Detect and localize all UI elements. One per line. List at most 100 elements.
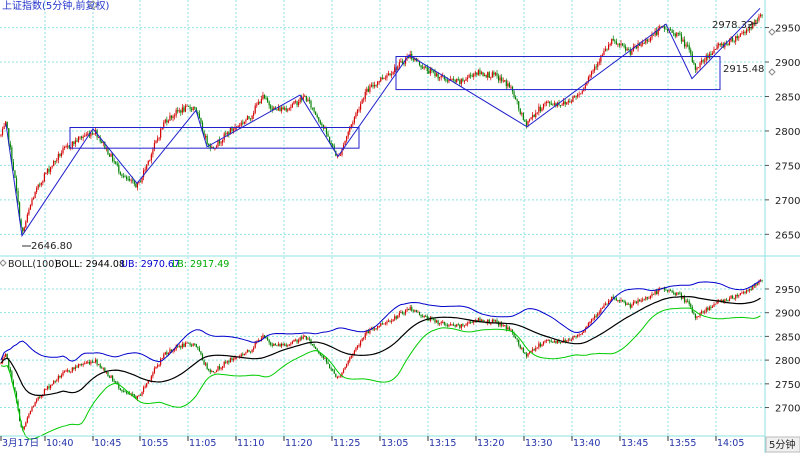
indicator-candle <box>745 288 748 295</box>
price-candle <box>279 106 281 112</box>
indicator-candle <box>290 341 292 347</box>
candle-body <box>129 179 131 181</box>
candle-body <box>29 204 32 210</box>
indicator-candle <box>524 351 526 354</box>
candle-body <box>310 339 312 345</box>
indicator-candle <box>119 387 121 391</box>
indicator-candle <box>547 338 549 342</box>
indicator-candle <box>156 363 159 369</box>
candle-body <box>561 104 563 106</box>
indicator-candle <box>299 336 301 342</box>
indicator-candle <box>725 297 727 302</box>
candle-body <box>558 102 560 106</box>
period-tab[interactable] <box>765 436 800 453</box>
candle-body <box>102 367 104 369</box>
price-candle <box>747 28 749 32</box>
candle-body <box>367 331 369 334</box>
indicator-candle <box>287 344 289 348</box>
price-candle <box>59 153 61 158</box>
candle-body <box>480 319 483 322</box>
indicator-candle <box>158 364 160 368</box>
candle-body <box>341 372 343 377</box>
candle-body <box>558 340 560 343</box>
candle-body <box>124 176 126 178</box>
indicator-candle <box>68 369 70 373</box>
candle-body <box>738 295 740 297</box>
indicator-candle <box>187 342 190 344</box>
indicator-candle <box>229 357 231 363</box>
candle-body <box>172 116 174 118</box>
candle-body <box>268 101 270 106</box>
price-candle <box>62 145 64 155</box>
price-candle <box>493 70 495 78</box>
indicator-candle <box>327 360 329 365</box>
candle-body <box>222 139 224 143</box>
candle-body <box>499 77 501 81</box>
x-tick-label: 3月17日 <box>2 438 39 449</box>
candle-body <box>51 384 53 386</box>
price-candle <box>257 99 259 105</box>
candle-body <box>395 316 397 319</box>
candle-body <box>401 61 404 64</box>
candle-body <box>253 347 255 350</box>
price-candle <box>12 158 14 171</box>
candle-body <box>705 308 707 312</box>
price-candle <box>299 97 301 104</box>
price-candle <box>138 181 140 185</box>
candle-body <box>555 341 557 344</box>
candle-body <box>470 75 472 76</box>
price-candle <box>536 112 538 115</box>
settings-icon[interactable] <box>88 0 98 10</box>
indicator-candle <box>341 372 343 378</box>
indicator-candle <box>242 352 244 357</box>
candle-body <box>732 295 734 299</box>
price-candle <box>569 98 571 103</box>
candle-body <box>604 303 607 306</box>
indicator-candle <box>344 366 346 370</box>
candle-body <box>606 48 608 50</box>
indicator-candle <box>727 299 729 302</box>
candle-body <box>77 364 80 368</box>
candle-body <box>53 161 55 167</box>
indicator-candle <box>271 342 273 348</box>
candle-body <box>474 72 476 74</box>
indicator-candle <box>590 318 593 324</box>
candle-body <box>595 66 597 68</box>
candle-body <box>736 294 738 297</box>
candle-body <box>620 299 622 301</box>
candle-body <box>417 311 419 313</box>
candle-body <box>290 343 292 345</box>
candle-body <box>536 112 538 114</box>
indicator-candle <box>308 336 311 342</box>
candle-body <box>310 100 312 108</box>
price-candle <box>34 191 36 199</box>
price-candle <box>268 100 270 109</box>
candle-body <box>530 350 532 353</box>
candle-body <box>753 22 755 24</box>
candle-body <box>594 66 596 71</box>
indicator-candle <box>618 299 621 303</box>
price-candle <box>462 77 464 83</box>
indicator-candle <box>203 359 205 365</box>
candle-body <box>670 29 672 31</box>
candle-body <box>451 324 453 326</box>
price-candle <box>287 108 289 113</box>
candle-body <box>271 108 273 111</box>
price-candle <box>105 146 107 152</box>
indicator-candle <box>304 334 306 337</box>
price-candle <box>420 64 422 71</box>
candle-body <box>132 179 134 181</box>
candle-body <box>550 103 552 105</box>
candle-body <box>302 336 304 339</box>
x-tick-label: 11:20 <box>285 438 312 449</box>
candle-body <box>623 45 625 47</box>
price-candle <box>521 111 523 117</box>
indicator-candle <box>349 356 351 363</box>
candle-body <box>164 352 166 355</box>
candle-body <box>294 101 297 103</box>
candle-body <box>477 318 479 322</box>
indicator-candle <box>346 363 348 369</box>
legend-settings-icon[interactable] <box>0 259 7 267</box>
candle-body <box>104 142 106 150</box>
candle-body <box>81 136 83 139</box>
